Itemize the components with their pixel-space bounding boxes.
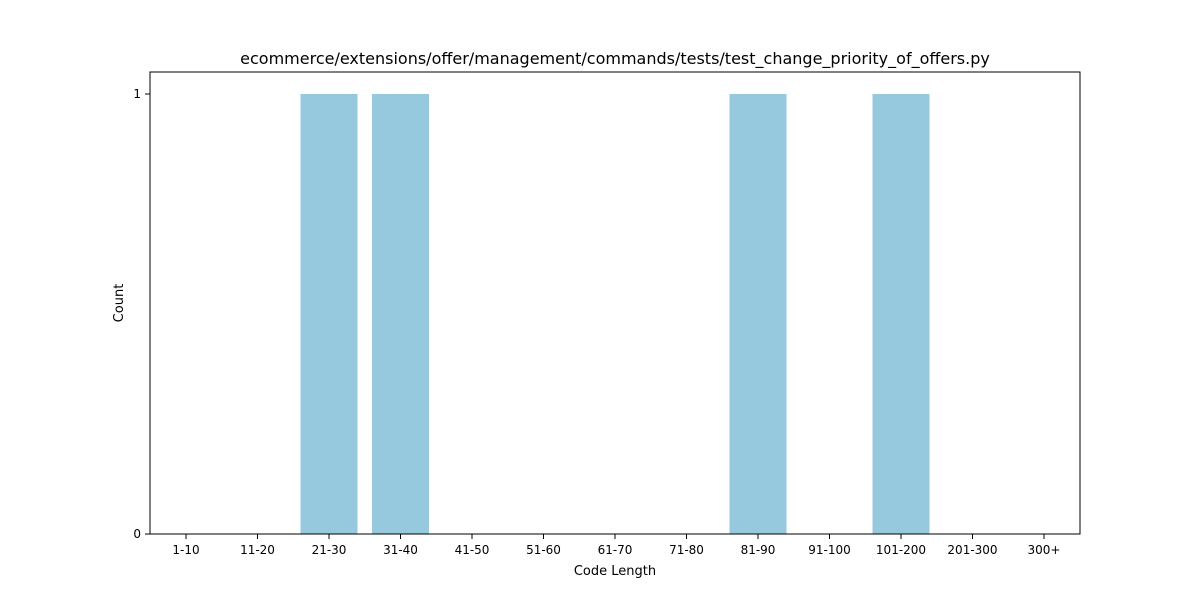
y-axis-label: Count <box>112 284 127 323</box>
x-tick-label: 71-80 <box>669 543 704 557</box>
bar-81-90 <box>729 94 787 534</box>
x-tick-label: 91-100 <box>808 543 851 557</box>
bar-21-30 <box>300 94 358 534</box>
x-axis-ticks: 1-10 11-20 21-30 31-40 41-50 51-60 61-70 71-80 8… <box>172 534 1060 557</box>
x-tick-label: 51-60 <box>526 543 561 557</box>
y-tick-label: 1 <box>133 87 141 101</box>
y-tick-label: 0 <box>133 527 141 541</box>
x-tick-label: 41-50 <box>455 543 490 557</box>
bar-31-40 <box>372 94 429 534</box>
x-tick-label: 61-70 <box>598 543 633 557</box>
x-tick-label: 201-300 <box>947 543 997 557</box>
chart-title: ecommerce/extensions/offer/management/co… <box>240 49 990 69</box>
x-tick-label: 21-30 <box>312 543 347 557</box>
bar-101-200 <box>872 94 930 534</box>
bars-group <box>300 94 930 534</box>
x-tick-label: 11-20 <box>240 543 275 557</box>
x-axis-label: Code Length <box>574 564 656 579</box>
x-tick-label: 300+ <box>1028 543 1061 557</box>
x-tick-label: 81-90 <box>741 543 776 557</box>
x-tick-label: 101-200 <box>876 543 926 557</box>
plot-frame <box>149 71 1081 535</box>
x-tick-label: 1-10 <box>172 543 199 557</box>
y-axis-ticks: 01 <box>133 87 150 541</box>
x-tick-label: 31-40 <box>383 543 418 557</box>
